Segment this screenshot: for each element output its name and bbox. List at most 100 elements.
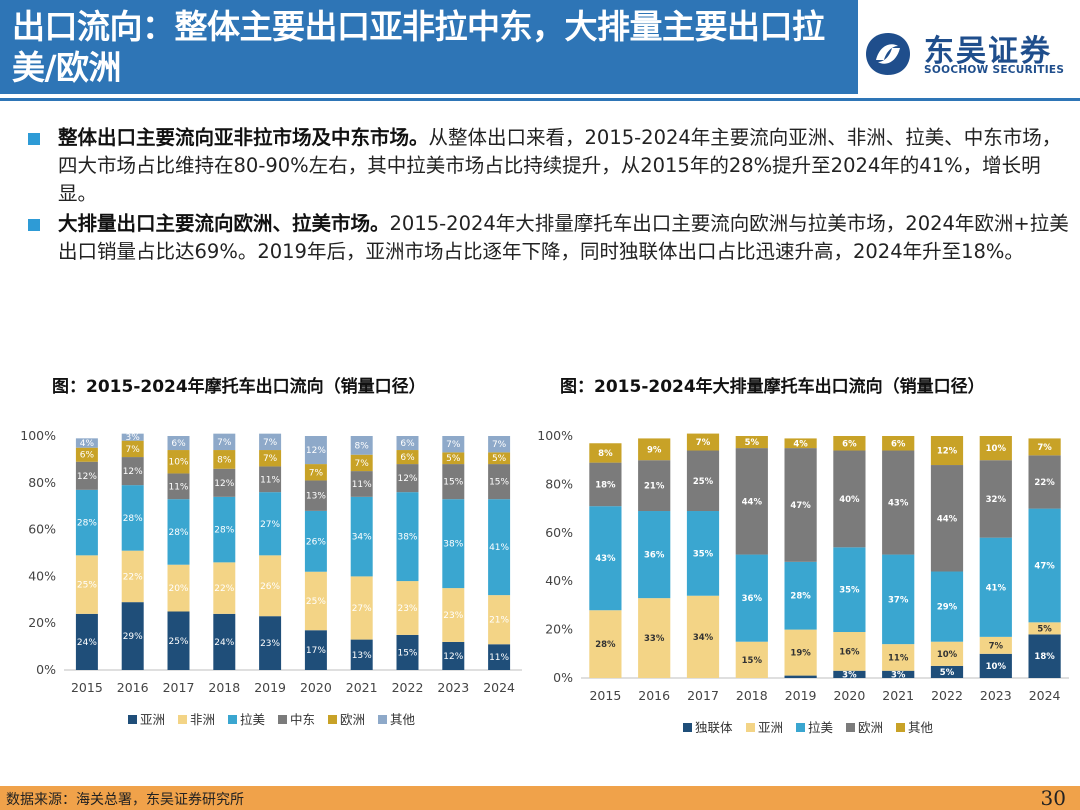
data-label: 5% [1037,624,1052,634]
data-label: 20% [168,584,188,594]
title-bar: 出口流向：整体主要出口亚非拉中东，大排量主要出口拉美/欧洲 [0,0,858,94]
legend-swatch [378,715,387,724]
legend-swatch [746,723,755,732]
x-tick-label: 2023 [980,688,1012,703]
data-label: 12% [123,467,143,477]
x-tick-label: 2022 [392,680,424,695]
bar-segment [304,630,327,670]
bar-segment [882,644,915,671]
bar-segment [784,438,817,449]
legend-label: 欧洲 [340,712,365,727]
bar-segment [930,571,964,642]
bar-segment [488,644,511,670]
bar-segment [350,639,373,670]
bullet-body: 2015-2024年大排量摩托车出口主要流向欧洲与拉美市场，2024年欧洲+拉美… [58,212,1069,263]
data-label: 27% [352,604,372,614]
legend-swatch [796,723,805,732]
bar-segment [833,450,866,548]
legend-swatch [128,715,137,724]
data-label: 13% [306,492,326,502]
data-label: 4% [793,439,808,449]
data-label: 28% [595,640,616,650]
data-label: 41% [986,583,1007,593]
x-tick-label: 2019 [254,680,286,695]
bar-segment [167,436,190,451]
data-label: 25% [168,637,188,647]
header-divider [0,98,1080,101]
data-label: 7% [696,438,711,448]
bar-segment [75,613,98,670]
data-label: 11% [352,480,372,490]
data-label: 36% [644,551,665,561]
data-label: 35% [839,586,860,596]
data-label: 33% [644,634,665,644]
chart-title-large-displacement: 图：2015-2024年大排量摩托车出口流向（销量口径） [560,377,985,397]
bar-segment [488,464,511,500]
data-label: 6% [171,439,186,449]
bar-segment [589,506,622,611]
bar-segment [121,433,144,441]
data-label: 10% [986,662,1007,672]
x-tick-label: 2017 [163,680,195,695]
x-tick-label: 2016 [638,688,670,703]
x-tick-label: 2021 [882,688,914,703]
bar-segment [213,496,236,563]
bar-segment [686,511,720,596]
data-label: 7% [263,454,278,464]
data-label: 22% [1034,478,1055,488]
data-label: 12% [937,447,958,457]
y-tick-label: 60% [545,525,573,540]
bar-segment [638,438,671,461]
y-tick-label: 80% [545,476,573,491]
bar-segment [784,675,817,678]
bar-segment [1028,634,1061,678]
bar-segment [833,436,866,451]
data-label: 10% [937,650,958,660]
bullet-item: 大排量出口主要流向欧洲、拉美市场。2015-2024年大排量摩托车出口主要流向欧… [28,210,1073,266]
bar-segment [1028,622,1061,635]
legend-label: 其他 [390,712,416,727]
data-label: 11% [888,653,909,663]
bar-segment [75,447,98,462]
y-tick-label: 20% [28,615,56,630]
legend-label: 独联体 [695,720,733,735]
data-label: 11% [260,475,280,485]
bar-segment [121,440,144,458]
bar-segment [259,433,282,451]
bar-segment [784,629,817,676]
data-label: 38% [443,540,463,550]
bar-segment [396,492,419,582]
data-label: 7% [492,440,507,450]
bar-segment [304,510,327,572]
bar-segment [979,653,1012,678]
y-tick-label: 20% [545,622,573,637]
data-label: 28% [77,519,97,529]
bar-segment [167,611,190,670]
legend-label: 亚洲 [140,712,165,727]
data-label: 40% [839,495,860,505]
data-label: 44% [937,514,958,524]
data-label: 22% [123,572,143,582]
data-label: 6% [400,439,415,449]
brand-logo: 东吴证券 SOOCHOW SECURITIES [862,26,1072,82]
data-label: 8% [217,455,232,465]
data-label: 23% [397,604,417,614]
data-label: 34% [352,533,372,543]
data-label: 21% [489,616,509,626]
bar-segment [213,433,236,451]
bar-segment [930,436,964,466]
legend-label: 拉美 [808,720,833,735]
data-label: 13% [352,651,372,661]
data-label: 6% [891,439,906,449]
data-label: 37% [888,595,909,605]
bullet-heading: 大排量出口主要流向欧洲、拉美市场。 [58,212,390,235]
data-label: 18% [1034,652,1055,662]
page-number: 30 [1040,786,1066,810]
bar-segment [259,466,282,493]
data-label: 15% [443,478,463,488]
bar-segment [930,665,964,678]
data-label: 11% [489,653,509,663]
data-label: 7% [355,459,370,469]
data-label: 28% [214,526,234,536]
bar-segment [213,468,236,497]
